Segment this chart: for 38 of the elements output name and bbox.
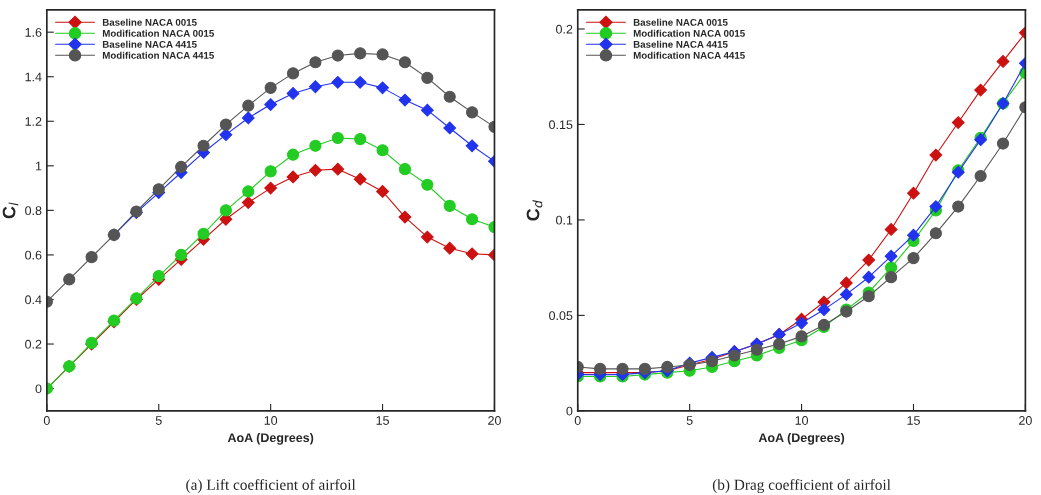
y-tick-label: 0 [566, 406, 573, 416]
y-tick-label: 0 [35, 384, 42, 394]
legend-label: Baseline NACA 4415 [633, 40, 728, 48]
y-tick-label: 0.2 [556, 24, 573, 34]
y-tick-label: 0.2 [25, 339, 42, 349]
legend-label: Modification NACA 4415 [102, 51, 214, 59]
x-axis-title: AoA (Degrees) [227, 432, 314, 445]
x-axis-title: AoA (Degrees) [758, 432, 845, 445]
y-tick-label: 1.6 [25, 27, 42, 37]
text: (a) Lift coefficient of airfoil [186, 479, 356, 494]
x-tick-label: 0 [574, 416, 581, 425]
x-tick-label: 0 [43, 416, 50, 425]
legend-label: Modification NACA 4415 [633, 51, 745, 59]
y-tick-label: 0.1 [556, 215, 573, 225]
x-tick-label: 5 [686, 416, 693, 425]
x-tick-label: 20 [1019, 416, 1032, 425]
legend-label: Modification NACA 0015 [102, 29, 214, 37]
legend-label: Modification NACA 0015 [633, 29, 745, 37]
text: (b) Drag coefficient of airfoil [712, 479, 891, 494]
y-axis-title: C$_{l}$ [2, 202, 19, 219]
x-tick-label: 15 [907, 416, 920, 425]
y-axis-title: C$_{d}$ [526, 200, 543, 221]
legend-label: Baseline NACA 0015 [633, 18, 728, 26]
legend-label: Baseline NACA 4415 [102, 40, 197, 48]
y-tick-label: 1.4 [25, 72, 42, 82]
y-tick-label: 0.15 [549, 120, 573, 130]
x-tick-label: 5 [155, 416, 162, 425]
y-tick-label: 1 [35, 161, 42, 171]
x-tick-label: 20 [488, 416, 501, 425]
x-tick-label: 15 [376, 416, 389, 425]
y-tick-label: 0.05 [549, 311, 573, 321]
y-tick-label: 0.6 [25, 250, 42, 260]
y-tick-label: 0.4 [25, 295, 42, 305]
legend-label: Baseline NACA 0015 [102, 18, 197, 26]
y-tick-label: 1.2 [25, 117, 42, 126]
x-tick-label: 10 [795, 416, 809, 425]
y-tick-label: 0.8 [25, 206, 42, 216]
x-tick-label: 10 [264, 416, 278, 425]
